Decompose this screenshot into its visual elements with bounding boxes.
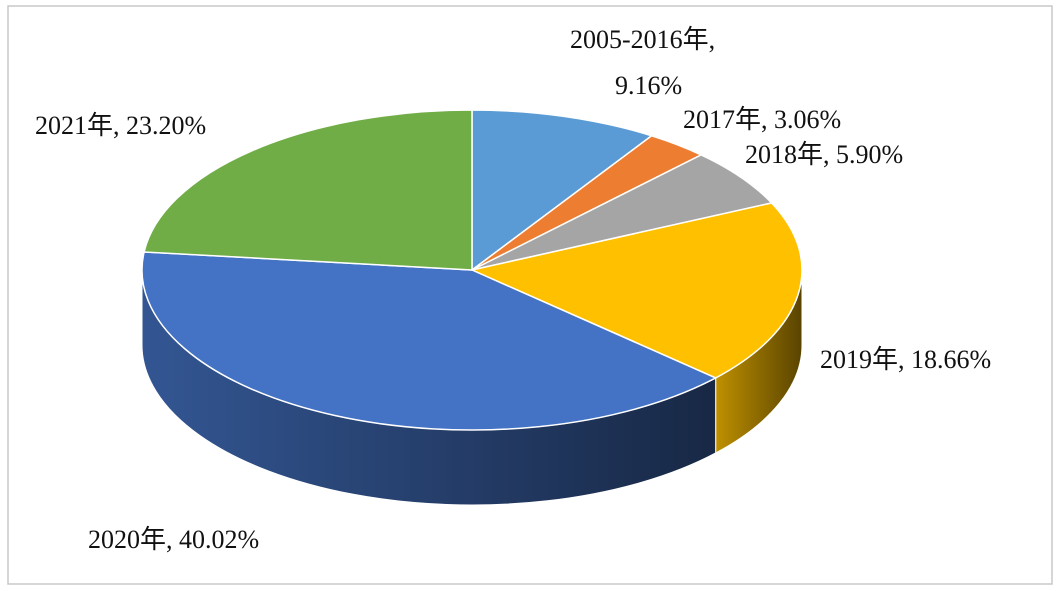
- label-category: 2019年: [820, 345, 898, 374]
- label-value: 40.02%: [179, 525, 259, 554]
- label-category: 2020年: [88, 525, 166, 554]
- slice: [471, 154, 774, 271]
- slice: [143, 109, 473, 271]
- label-separator: ,: [113, 111, 126, 140]
- label-category: 2021年: [35, 111, 113, 140]
- label-value: 9.16%: [615, 71, 682, 100]
- label-category: 2005-2016年: [570, 25, 709, 54]
- data-label: 2005-2016年, 9.16%: [570, 25, 722, 100]
- label-value: 23.20%: [126, 111, 206, 140]
- data-label: 2018年, 5.90%: [745, 140, 903, 169]
- label-separator: ,: [823, 140, 836, 169]
- label-separator: ,: [709, 25, 722, 54]
- label-separator: ,: [898, 345, 911, 374]
- slice: [471, 109, 654, 272]
- slice: [469, 202, 803, 379]
- label-value: 3.06%: [774, 105, 841, 134]
- label-separator: ,: [761, 105, 774, 134]
- label-category: 2017年: [683, 105, 761, 134]
- slice: [141, 251, 718, 431]
- data-label: 2021年, 23.20%: [35, 111, 206, 140]
- label-value: 18.66%: [911, 345, 991, 374]
- data-label: 2020年, 40.02%: [88, 525, 259, 554]
- label-separator: ,: [166, 525, 179, 554]
- label-category: 2018年: [745, 140, 823, 169]
- data-label: 2017年, 3.06%: [683, 105, 841, 134]
- data-label: 2019年, 18.66%: [820, 345, 991, 374]
- label-value: 5.90%: [836, 140, 903, 169]
